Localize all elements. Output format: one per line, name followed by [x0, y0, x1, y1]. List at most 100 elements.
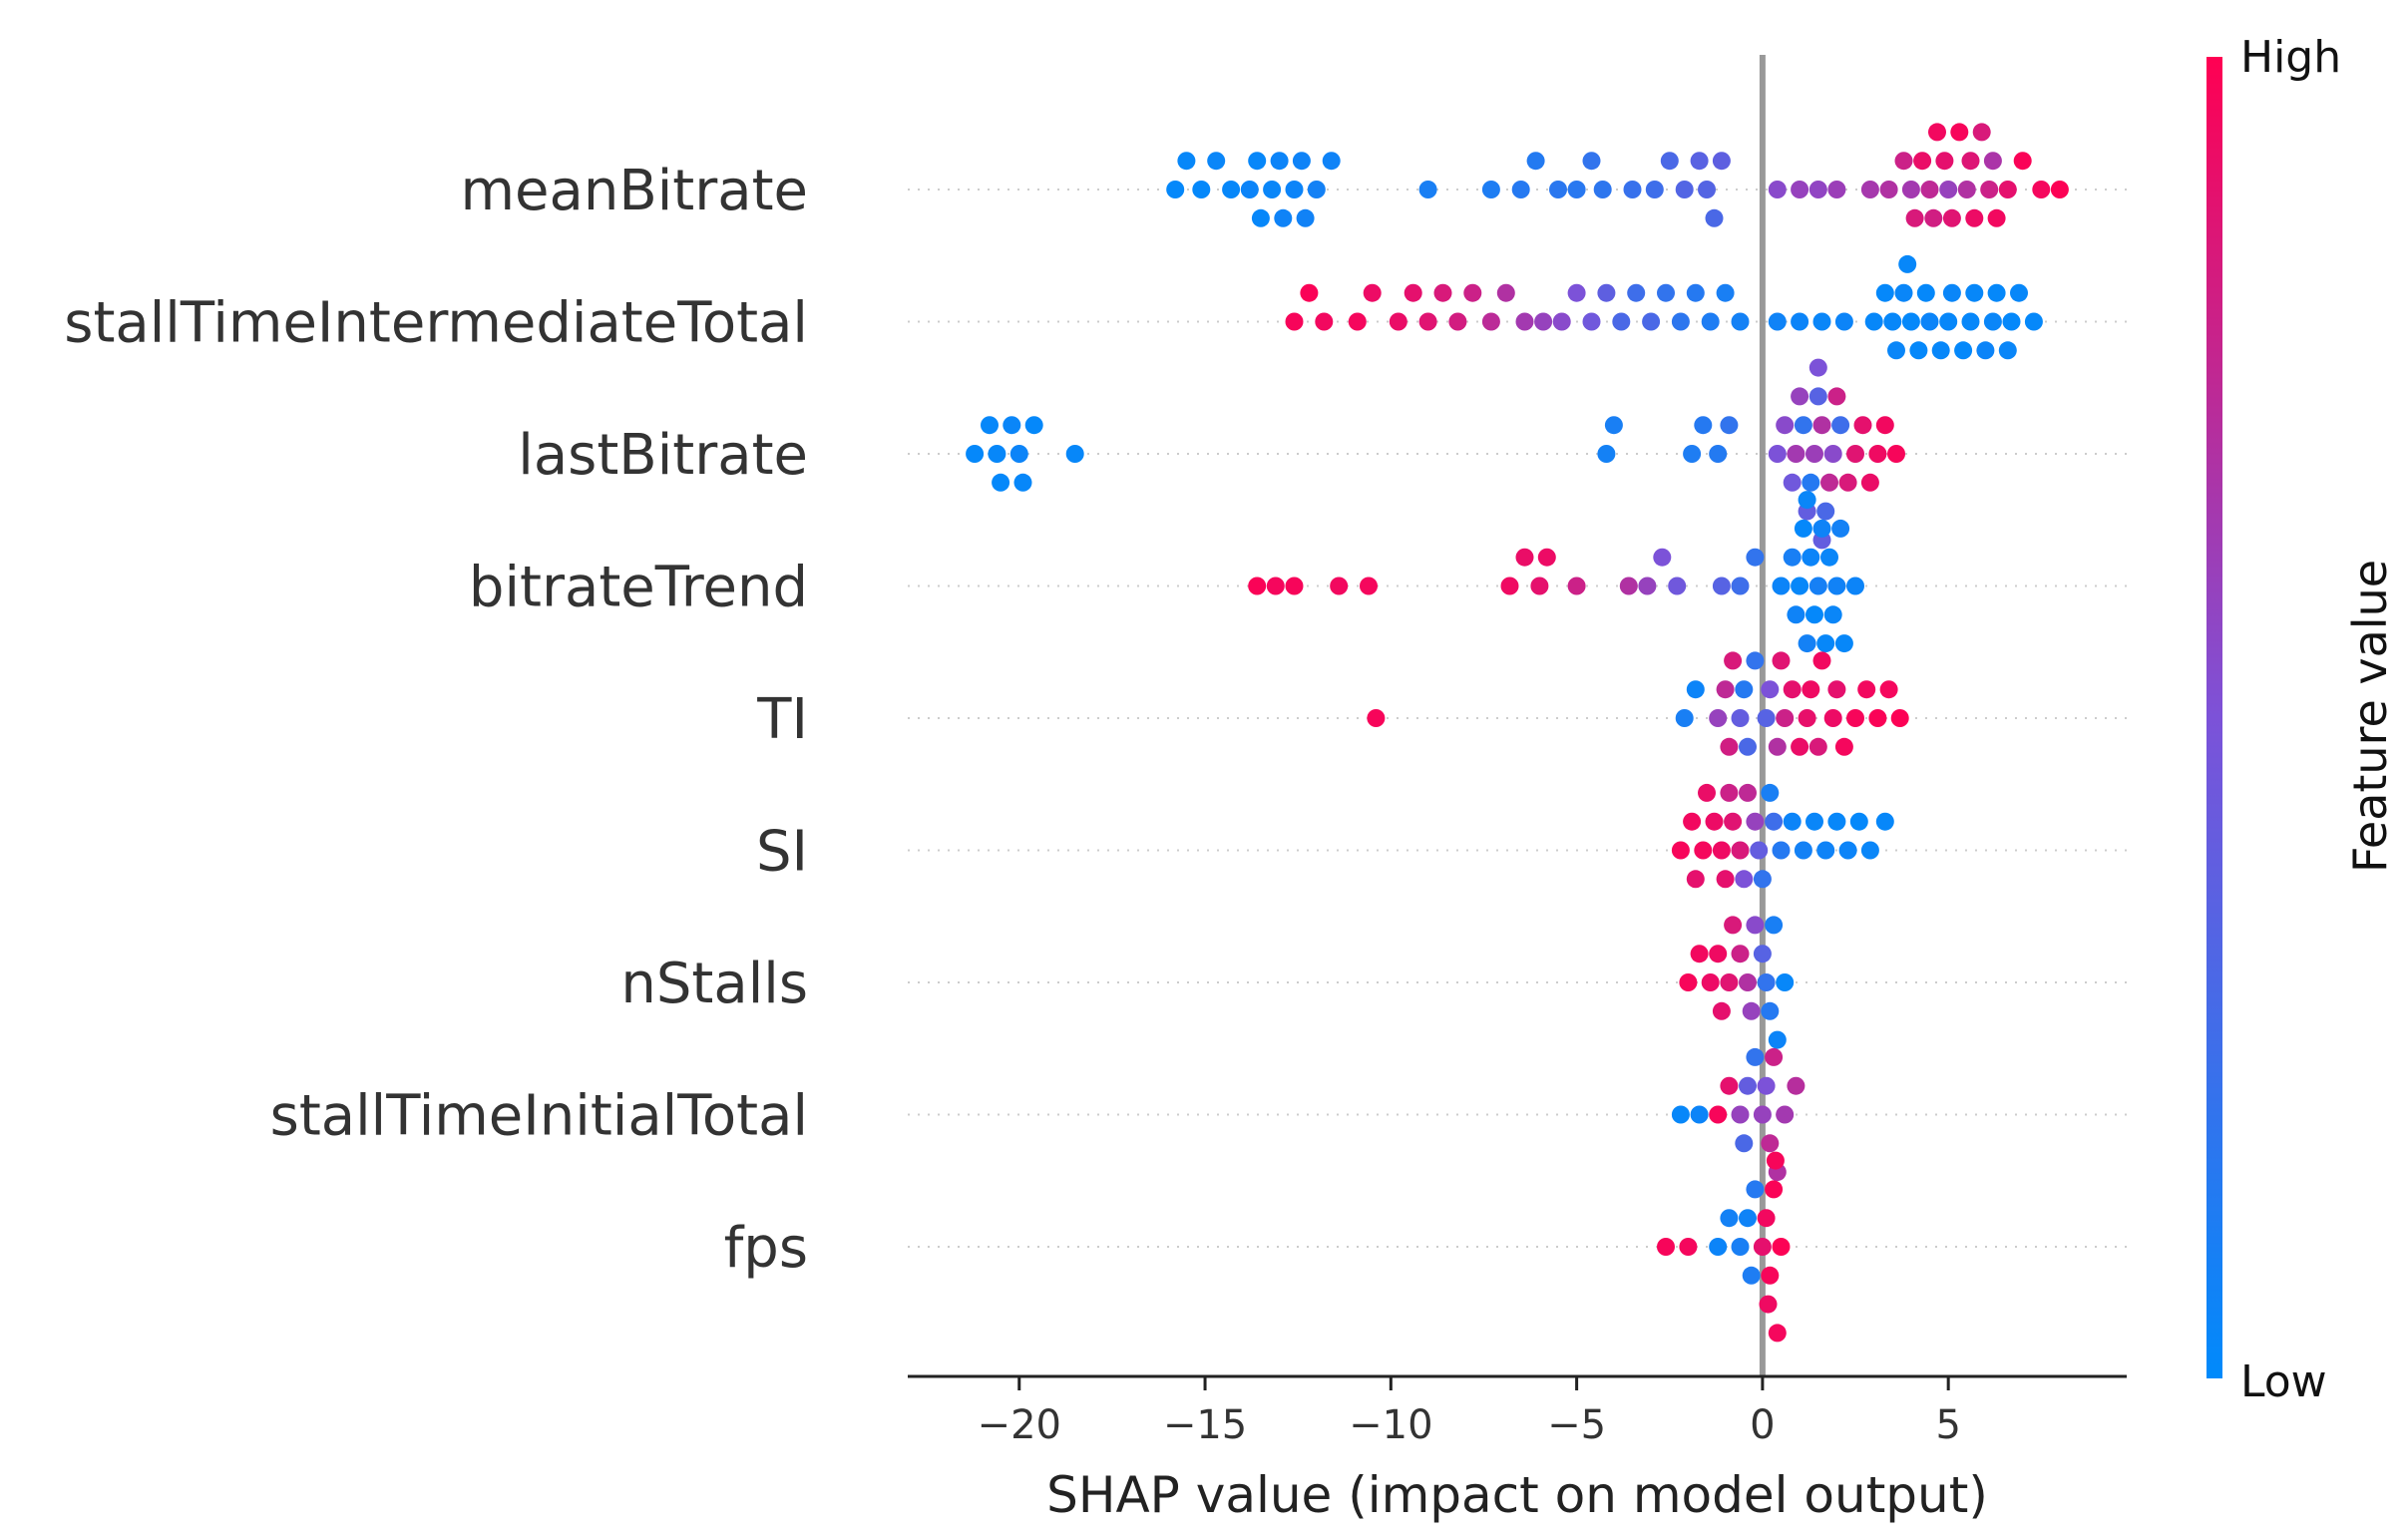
shap-point: [1768, 312, 1787, 331]
feature-label: bitrateTrend: [469, 556, 808, 620]
shap-point: [1720, 783, 1739, 802]
shap-point: [1739, 1076, 1757, 1095]
shap-point: [1686, 680, 1705, 699]
shap-point: [1746, 1047, 1765, 1066]
shap-point: [1582, 312, 1601, 331]
shap-point: [1705, 208, 1724, 227]
shap-point: [1820, 548, 1838, 567]
shap-point: [1838, 841, 1857, 860]
shap-point: [1794, 841, 1812, 860]
shap-point: [1746, 548, 1765, 567]
shap-point: [1860, 473, 1879, 492]
shap-point: [1746, 812, 1765, 831]
shap-point: [1772, 1238, 1791, 1256]
shap-point: [1816, 634, 1835, 653]
shap-point: [1883, 312, 1902, 331]
shap-point: [1823, 605, 1842, 624]
shap-point: [1739, 973, 1757, 991]
shap-point: [1671, 841, 1690, 860]
shap-point: [1879, 680, 1898, 699]
shap-point: [1746, 916, 1765, 935]
shap-point: [1292, 152, 1311, 171]
shap-point: [1860, 181, 1879, 198]
shap-point: [1690, 1105, 1709, 1124]
shap-point: [1597, 445, 1616, 463]
shap-point: [1709, 1238, 1728, 1256]
colorbar-low-label: Low: [2240, 1356, 2327, 1407]
shap-point: [1783, 812, 1802, 831]
shap-point: [1868, 709, 1887, 727]
shap-point: [1894, 283, 1913, 302]
shap-point: [1857, 680, 1876, 699]
shap-point: [1798, 634, 1816, 653]
shap-point: [1567, 181, 1586, 198]
shap-point: [1901, 312, 1920, 331]
shap-point: [1846, 445, 1864, 463]
shap-point: [1463, 283, 1482, 302]
shap-point: [1511, 181, 1530, 198]
shap-point: [1690, 152, 1709, 171]
shap-point: [2024, 312, 2043, 331]
shap-point: [1924, 208, 1943, 227]
shap-point: [1816, 841, 1835, 860]
shap-point: [1765, 1047, 1784, 1066]
shap-point: [1716, 870, 1735, 889]
feature-label: stallTimeIntermediateTotal: [64, 291, 808, 356]
shap-point: [1612, 312, 1631, 331]
colorbar-title: Feature value: [2343, 560, 2397, 873]
shap-point: [1931, 341, 1950, 360]
shap-point: [1901, 181, 1920, 198]
shap-point: [1750, 841, 1769, 860]
shap-point: [1307, 181, 1326, 198]
shap-point: [1834, 737, 1853, 756]
shap-point: [1735, 1134, 1754, 1153]
shap-point: [1192, 181, 1211, 198]
shap-point: [1720, 1209, 1739, 1228]
shap-point: [1935, 152, 1954, 171]
shap-point: [1920, 181, 1939, 198]
shap-point: [1791, 737, 1809, 756]
shap-point: [1812, 651, 1831, 670]
shap-point: [1806, 605, 1823, 624]
shap-point: [1787, 1076, 1806, 1095]
shap-point: [1698, 181, 1716, 198]
shap-point: [1787, 445, 1806, 463]
shap-point: [1860, 841, 1879, 860]
shap-point: [1765, 916, 1784, 935]
shap-point: [1683, 812, 1702, 831]
shap-point: [1240, 181, 1259, 198]
x-tick-label: −10: [1349, 1402, 1432, 1448]
shap-point: [1794, 519, 1812, 538]
shap-point: [1731, 577, 1750, 595]
shap-point: [1166, 181, 1185, 198]
shap-point: [2010, 283, 2028, 302]
shap-point: [1418, 181, 1437, 198]
shap-point: [1724, 651, 1743, 670]
shap-point: [1808, 358, 1827, 377]
shap-point: [1887, 445, 1905, 463]
shap-point: [1772, 651, 1791, 670]
shap-point: [1549, 181, 1567, 198]
shap-point: [1694, 841, 1713, 860]
shap-point: [1868, 445, 1887, 463]
shap-point: [1812, 312, 1831, 331]
shap-point: [1808, 577, 1827, 595]
shap-point: [1887, 341, 1905, 360]
colorbar: [2207, 57, 2222, 1378]
shap-point: [988, 445, 1006, 463]
shap-point: [1761, 783, 1780, 802]
shap-point: [1823, 709, 1842, 727]
shap-point: [1806, 812, 1823, 831]
shap-point: [1820, 473, 1838, 492]
shap-point: [1802, 473, 1820, 492]
shap-point: [1675, 709, 1694, 727]
shap-point: [1939, 312, 1958, 331]
shap-point: [1300, 283, 1319, 302]
shap-point: [1065, 445, 1084, 463]
x-tick-label: 5: [1935, 1402, 1960, 1448]
shap-point: [1894, 152, 1913, 171]
shap-point: [1816, 502, 1835, 521]
shap-point: [966, 445, 985, 463]
shap-point: [1716, 680, 1735, 699]
